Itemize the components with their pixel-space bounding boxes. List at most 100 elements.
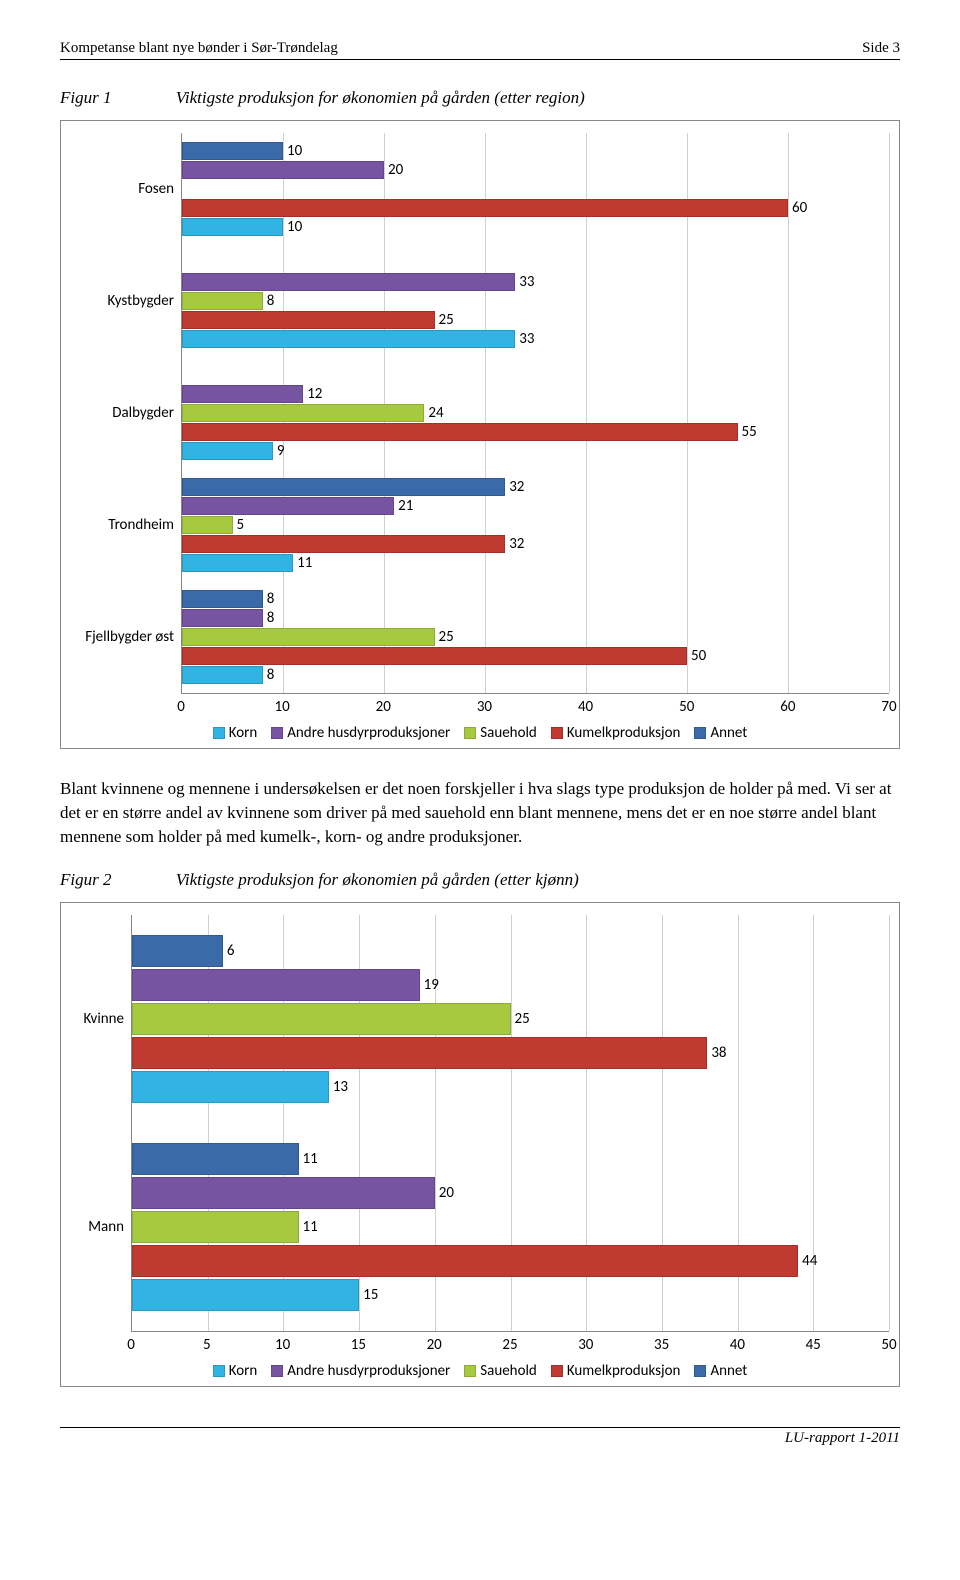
legend-label: Andre husdyrproduksjoner: [287, 724, 450, 742]
legend-swatch-icon: [694, 727, 706, 739]
chart-category-group: Mann1120114415: [132, 1123, 889, 1331]
chart-bar-value: 33: [515, 330, 534, 348]
chart-bar-row: [182, 366, 889, 384]
chart-bar: [182, 442, 273, 460]
chart-bar-value: 24: [424, 404, 443, 422]
legend-swatch-icon: [213, 727, 225, 739]
body-paragraph: Blant kvinnene og mennene i undersøkelse…: [60, 777, 900, 848]
chart-bar-row: 9: [182, 442, 889, 460]
legend-swatch-icon: [464, 727, 476, 739]
figure1-label: Figur 1: [60, 88, 111, 107]
chart-bar-value: 6: [223, 942, 235, 960]
chart-x-axis: 010203040506070: [181, 694, 889, 718]
chart-y-label: Fosen: [138, 180, 182, 198]
chart-x-tick: 40: [578, 698, 593, 716]
chart-bar: [182, 218, 283, 236]
chart-bar: [132, 1037, 707, 1069]
chart-bar-value: 5: [233, 516, 245, 534]
chart-bar: [132, 1245, 798, 1277]
chart-bar: [182, 199, 788, 217]
figure2-label: Figur 2: [60, 870, 111, 889]
chart-bar-value: 21: [394, 497, 413, 515]
chart-bar-row: 13: [132, 1071, 889, 1103]
chart-bar: [182, 647, 687, 665]
chart-bar-row: 25: [182, 311, 889, 329]
page: Kompetanse blant nye bønder i Sør-Trønde…: [0, 0, 960, 1477]
chart-legend-item: Annet: [694, 724, 747, 742]
chart-bar-row: 5: [182, 516, 889, 534]
chart-bar: [132, 935, 223, 967]
chart-bar: [182, 423, 738, 441]
legend-swatch-icon: [551, 727, 563, 739]
chart-bar-value: 32: [505, 478, 524, 496]
chart-x-tick: 15: [351, 1336, 366, 1354]
chart-bar: [182, 535, 505, 553]
chart-bar-value: 8: [263, 292, 275, 310]
chart-bar-value: 55: [738, 423, 757, 441]
chart-bar: [132, 1143, 299, 1175]
chart-bar-row: 8: [182, 609, 889, 627]
chart-bar-row: 33: [182, 330, 889, 348]
chart-y-label: Kystbygder: [108, 292, 182, 310]
chart-bar: [132, 1071, 329, 1103]
chart-bar-value: 50: [687, 647, 706, 665]
chart-bar-row: 20: [182, 161, 889, 179]
chart-bar-value: 38: [707, 1044, 726, 1062]
chart-bar-row: 11: [132, 1143, 889, 1175]
legend-label: Korn: [229, 1362, 258, 1380]
chart-bar: [182, 273, 515, 291]
chart-bar-value: 12: [303, 385, 322, 403]
chart-bar: [182, 666, 263, 684]
chart-bar-value: 15: [359, 1286, 378, 1304]
chart-x-tick: 20: [376, 698, 391, 716]
chart-bar-row: 32: [182, 535, 889, 553]
figure1-title: Viktigste produksjon for økonomien på gå…: [176, 88, 585, 107]
chart-x-tick: 0: [127, 1336, 135, 1354]
chart-legend-item: Andre husdyrproduksjoner: [271, 724, 450, 742]
chart-bar-value: 13: [329, 1078, 348, 1096]
chart-bar-row: 11: [182, 554, 889, 572]
legend-swatch-icon: [213, 1365, 225, 1377]
chart-x-tick: 60: [780, 698, 795, 716]
chart-bar: [182, 161, 384, 179]
chart-x-tick: 50: [679, 698, 694, 716]
chart-legend-item: Korn: [213, 1362, 258, 1380]
chart-y-label: Kvinne: [84, 1010, 133, 1028]
chart-bar-value: 44: [798, 1252, 817, 1270]
chart-bar: [132, 1211, 299, 1243]
chart-bar-row: [182, 180, 889, 198]
chart-bar: [182, 478, 505, 496]
chart-bar-row: 10: [182, 142, 889, 160]
chart-bar: [182, 497, 394, 515]
figure2-chart: Kvinne619253813Mann112011441505101520253…: [60, 902, 900, 1387]
chart-gridline: [889, 915, 890, 1331]
chart-category-group: Fjellbygder øst8825508: [182, 581, 889, 693]
chart-bar-row: 15: [132, 1279, 889, 1311]
chart-bar: [132, 1177, 435, 1209]
figure2-caption: Figur 2 Viktigste produksjon for økonomi…: [60, 870, 900, 890]
chart-x-tick: 25: [502, 1336, 517, 1354]
chart-bar: [182, 516, 233, 534]
chart-bar-value: 11: [293, 554, 312, 572]
chart-bar-row: 11: [132, 1211, 889, 1243]
header-right: Side 3: [862, 40, 900, 57]
chart-bar-row: 10: [182, 218, 889, 236]
figure1-caption: Figur 1 Viktigste produksjon for økonomi…: [60, 88, 900, 108]
chart-bar: [182, 385, 303, 403]
legend-label: Sauehold: [480, 1362, 537, 1380]
chart-bar: [182, 142, 283, 160]
figure1-chart: Fosen10206010Kystbygder3382533Dalbygder1…: [60, 120, 900, 749]
chart-legend-item: Annet: [694, 1362, 747, 1380]
chart-bar-value: 20: [384, 161, 403, 179]
chart-x-tick: 10: [275, 1336, 290, 1354]
chart-bar: [182, 609, 263, 627]
chart-x-tick: 30: [578, 1336, 593, 1354]
chart-legend-item: Korn: [213, 724, 258, 742]
chart-bar-value: 9: [273, 442, 285, 460]
chart-bar: [132, 1279, 359, 1311]
chart-bar-row: 44: [132, 1245, 889, 1277]
chart-legend-item: Sauehold: [464, 1362, 537, 1380]
chart-bar: [182, 292, 263, 310]
legend-swatch-icon: [271, 1365, 283, 1377]
chart-bar-row: 21: [182, 497, 889, 515]
